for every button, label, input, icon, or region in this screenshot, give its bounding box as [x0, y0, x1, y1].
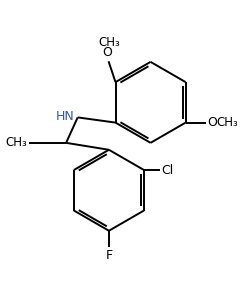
Text: CH₃: CH₃	[217, 116, 239, 129]
Text: O: O	[208, 116, 217, 129]
Text: CH₃: CH₃	[99, 36, 121, 49]
Text: CH₃: CH₃	[5, 136, 27, 149]
Text: F: F	[105, 249, 112, 262]
Text: O: O	[103, 46, 112, 58]
Text: HN: HN	[55, 110, 74, 123]
Text: Cl: Cl	[161, 164, 174, 177]
